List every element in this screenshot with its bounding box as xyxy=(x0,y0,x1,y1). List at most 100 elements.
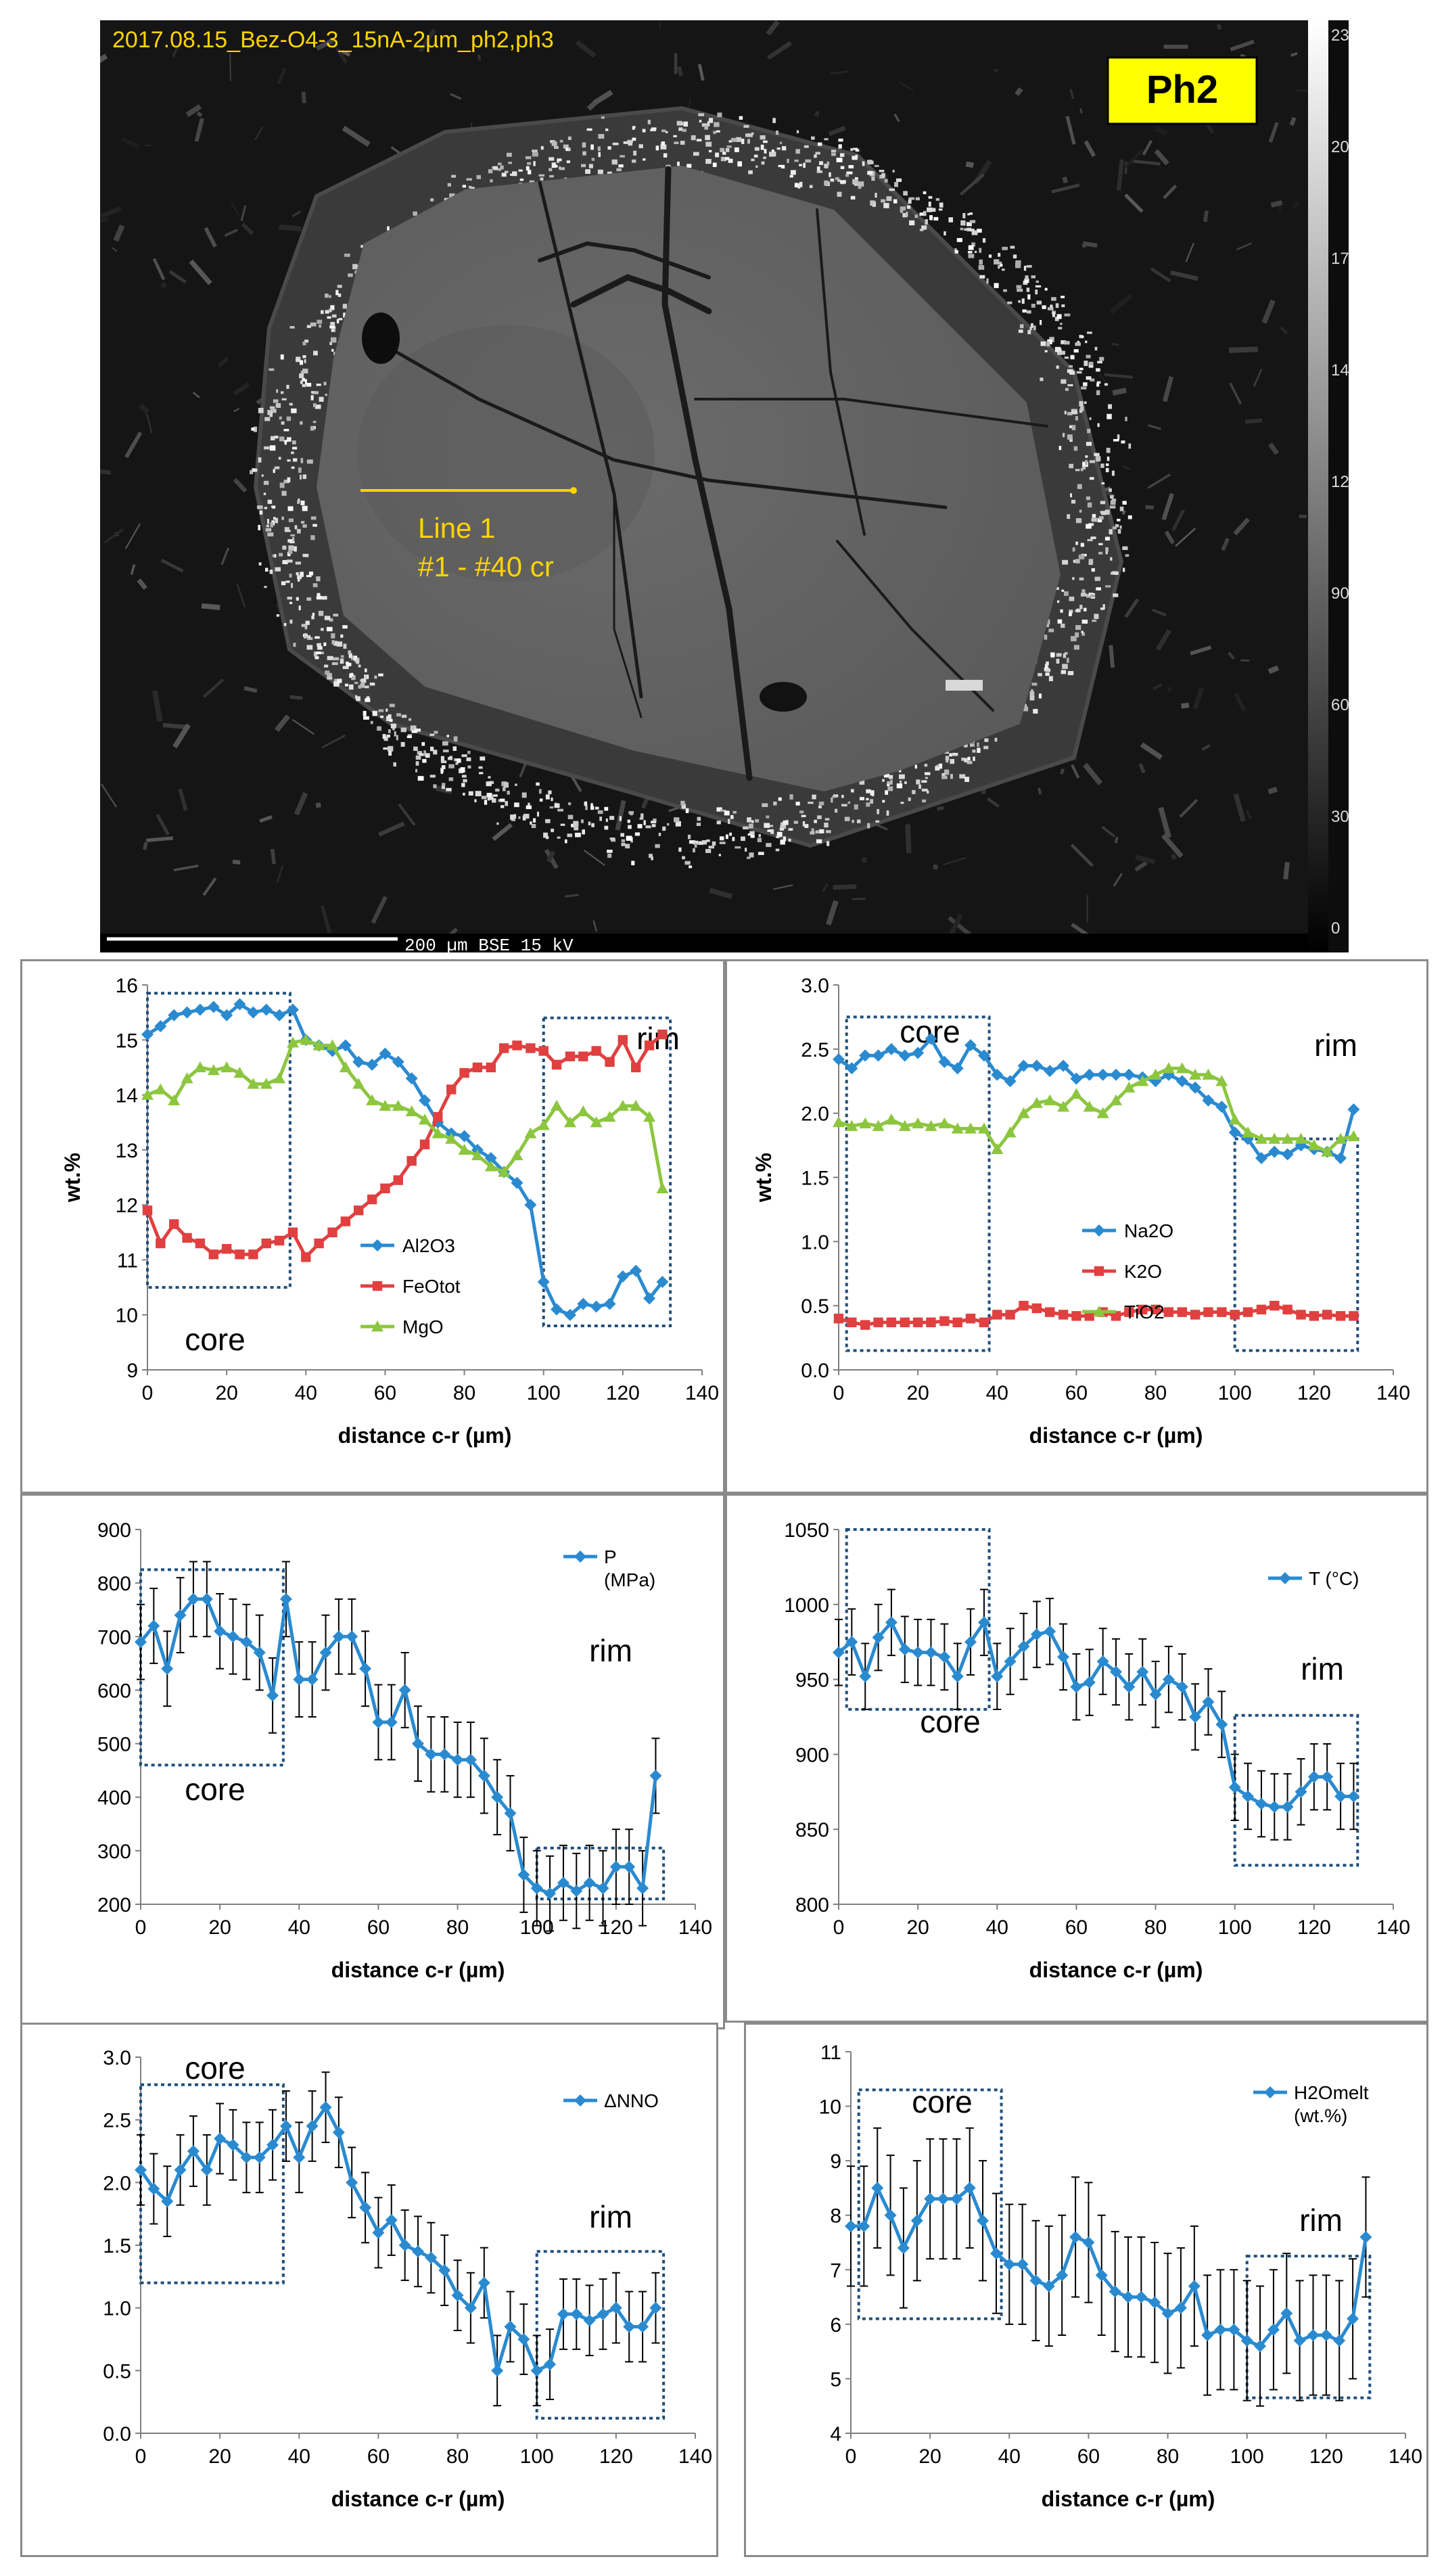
oxide-speckle xyxy=(720,809,726,812)
profile-line-end xyxy=(570,487,577,494)
data-point xyxy=(977,1616,990,1629)
y-tick-label: 7 xyxy=(830,2259,841,2282)
oxide-speckle xyxy=(1113,439,1119,442)
oxide-speckle xyxy=(855,149,860,152)
oxide-speckle xyxy=(1090,378,1095,382)
oxide-speckle xyxy=(967,756,971,761)
oxide-speckle xyxy=(708,846,715,849)
oxide-speckle xyxy=(421,753,426,756)
data-point xyxy=(1255,1152,1267,1165)
oxide-speckle xyxy=(1079,367,1084,371)
oxide-speckle xyxy=(331,640,335,645)
data-point xyxy=(583,2314,596,2327)
data-point xyxy=(306,1673,319,1686)
data-point xyxy=(965,1313,976,1324)
data-point xyxy=(154,1019,167,1032)
oxide-speckle xyxy=(811,828,814,834)
groundmass-microlite xyxy=(948,916,972,937)
oxide-speckle xyxy=(597,810,603,814)
groundmass-microlite xyxy=(1059,768,1065,775)
oxide-speckle xyxy=(539,798,543,802)
oxide-speckle xyxy=(803,145,809,148)
oxide-speckle xyxy=(1069,365,1073,368)
groundmass-microlite xyxy=(335,47,348,64)
groundmass-microlite xyxy=(243,686,258,693)
grayscale-tick-label: 179 xyxy=(1331,250,1349,268)
groundmass-microlite xyxy=(130,564,136,575)
oxide-speckle xyxy=(1061,379,1067,384)
groundmass-microlite xyxy=(1038,787,1042,795)
oxide-speckle xyxy=(1081,336,1084,338)
oxide-speckle xyxy=(936,764,939,767)
oxide-speckle xyxy=(1091,568,1095,572)
oxide-speckle xyxy=(389,718,393,722)
oxide-speckle xyxy=(288,518,294,522)
groundmass-microlite xyxy=(320,905,331,934)
oxide-speckle xyxy=(830,178,835,182)
data-point xyxy=(1110,1665,1122,1678)
data-point xyxy=(398,1684,411,1697)
oxide-speckle xyxy=(486,781,492,787)
oxide-speckle xyxy=(300,501,305,505)
oxide-speckle xyxy=(1098,551,1103,555)
oxide-speckle xyxy=(766,815,770,819)
data-point xyxy=(1189,1081,1202,1094)
oxide-speckle xyxy=(969,229,975,232)
oxide-speckle xyxy=(1076,608,1080,613)
oxide-speckle xyxy=(841,804,847,807)
groundmass-microlite xyxy=(814,110,820,117)
data-point xyxy=(445,1132,458,1144)
data-point xyxy=(247,1078,260,1089)
oxide-speckle xyxy=(886,196,892,202)
data-point xyxy=(1268,1132,1281,1144)
oxide-speckle xyxy=(327,672,332,677)
data-point xyxy=(367,1194,377,1205)
oxide-speckle xyxy=(532,150,538,152)
data-point xyxy=(366,1094,379,1105)
oxide-speckle xyxy=(928,196,933,199)
x-tick-label: 40 xyxy=(288,2445,310,2468)
oxide-speckle xyxy=(315,656,319,660)
oxide-speckle xyxy=(1061,589,1065,592)
y-tick-label: 11 xyxy=(117,1249,138,1272)
data-point xyxy=(858,2220,870,2232)
data-point xyxy=(1174,2301,1187,2314)
oxide-speckle xyxy=(705,141,712,147)
oxide-speckle xyxy=(590,806,595,810)
oxide-speckle xyxy=(921,780,927,783)
groundmass-microlite xyxy=(676,66,684,76)
oxide-speckle xyxy=(453,736,458,742)
data-point xyxy=(359,2201,372,2214)
groundmass-microlite xyxy=(1216,24,1222,30)
data-point xyxy=(147,2182,160,2195)
data-point xyxy=(1214,2323,1227,2336)
oxide-speckle xyxy=(949,753,952,757)
groundmass-microlite xyxy=(1185,242,1194,262)
data-point xyxy=(498,1166,511,1177)
data-point xyxy=(392,1099,404,1111)
oxide-speckle xyxy=(315,636,320,639)
oxide-speckle xyxy=(565,147,571,152)
oxide-speckle xyxy=(923,191,927,195)
oxide-speckle xyxy=(358,664,361,668)
oxide-speckle xyxy=(914,764,918,769)
x-tick-label: 140 xyxy=(1376,1916,1410,1939)
oxide-speckle xyxy=(500,798,505,802)
data-point xyxy=(353,1205,364,1216)
oxide-speckle xyxy=(588,164,593,168)
data-point xyxy=(1309,1311,1320,1321)
oxide-speckle xyxy=(708,150,712,153)
oxide-speckle xyxy=(311,616,315,620)
oxide-speckle xyxy=(292,458,298,462)
oxide-speckle xyxy=(1064,411,1067,415)
groundmass-microlite xyxy=(1112,388,1127,396)
oxide-speckle xyxy=(693,152,699,156)
oxide-speckle xyxy=(967,213,970,216)
oxide-speckle xyxy=(716,821,721,825)
oxide-speckle xyxy=(531,824,536,829)
oxide-speckle xyxy=(410,725,417,731)
oxide-speckle xyxy=(1075,625,1081,630)
phase-label: Ph2 xyxy=(1146,68,1218,112)
oxide-speckle xyxy=(803,162,806,168)
data-point xyxy=(952,1317,962,1328)
